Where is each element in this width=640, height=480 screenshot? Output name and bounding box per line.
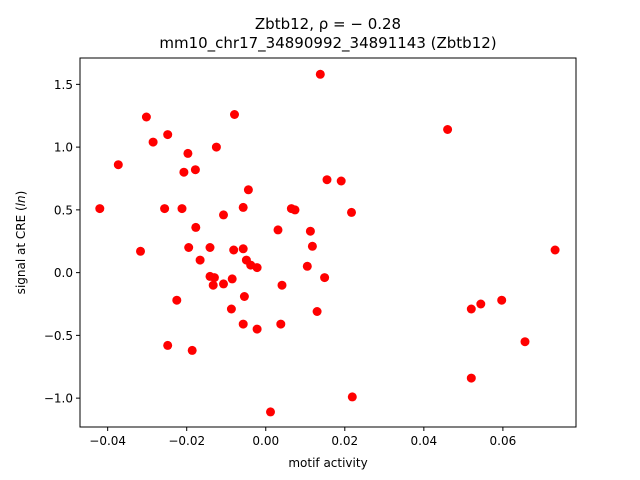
data-point-46 <box>239 292 249 301</box>
data-point-49 <box>466 304 476 314</box>
data-point-42 <box>208 280 218 290</box>
data-point-22 <box>219 210 228 220</box>
data-point-33 <box>195 255 205 265</box>
y-axis-label: signal at CRE (ln) <box>14 191 28 295</box>
data-point-7 <box>211 142 221 152</box>
data-point-31 <box>307 241 317 251</box>
x-axis-ticks: −0.04 −0.02 0.00 0.02 0.04 0.06 <box>89 427 516 448</box>
data-point-45 <box>172 295 182 305</box>
data-point-58 <box>466 373 476 383</box>
chart-title-line1: Zbtb12, ρ = − 0.28 <box>255 15 401 33</box>
data-point-41 <box>219 279 228 289</box>
data-point-44 <box>320 273 330 283</box>
data-point-20 <box>290 205 300 215</box>
data-points <box>95 69 560 417</box>
axes-frame <box>79 57 577 428</box>
y-tick-label: 0.5 <box>54 203 73 217</box>
data-point-13 <box>336 176 346 186</box>
data-point-14 <box>243 185 253 195</box>
data-point-27 <box>184 243 194 252</box>
x-tick-label: 0.00 <box>252 434 279 448</box>
data-point-29 <box>229 245 239 255</box>
y-axis-ticks: −1.0 −0.5 0.0 0.5 1.0 1.5 <box>44 78 80 406</box>
data-point-3 <box>230 110 239 119</box>
chart-title-line2: mm10_chr17_34890992_34891143 (Zbtb12) <box>159 34 496 53</box>
data-point-16 <box>160 204 170 214</box>
x-tick-label: 0.06 <box>490 434 517 448</box>
data-point-53 <box>276 319 286 329</box>
data-point-2 <box>443 125 453 134</box>
data-point-1 <box>315 69 325 79</box>
data-point-4 <box>141 112 151 122</box>
data-point-50 <box>476 299 486 309</box>
data-point-43 <box>277 280 287 290</box>
x-tick-label: 0.02 <box>331 434 358 448</box>
x-tick-label: −0.04 <box>89 434 126 448</box>
data-point-26 <box>136 246 145 256</box>
y-tick-label: 1.5 <box>54 78 73 92</box>
data-point-48 <box>312 307 322 316</box>
x-tick-label: −0.02 <box>168 434 205 448</box>
data-point-8 <box>183 148 193 158</box>
data-point-47 <box>226 304 236 314</box>
data-point-11 <box>179 167 189 177</box>
data-point-37 <box>302 261 312 271</box>
data-point-51 <box>497 295 507 305</box>
y-tick-label: −1.0 <box>44 392 73 406</box>
y-tick-label: −0.5 <box>44 329 73 343</box>
data-point-18 <box>238 202 248 212</box>
y-tick-label: 1.0 <box>54 141 73 155</box>
data-point-25 <box>305 226 315 236</box>
data-point-15 <box>95 204 105 214</box>
data-point-21 <box>347 207 356 217</box>
data-point-60 <box>266 407 275 417</box>
data-point-5 <box>163 130 173 140</box>
data-point-32 <box>550 245 560 255</box>
data-point-6 <box>148 137 158 147</box>
y-tick-label: 0.0 <box>54 266 73 280</box>
data-point-28 <box>205 243 215 252</box>
data-point-9 <box>113 160 123 170</box>
data-point-23 <box>191 222 201 232</box>
data-point-56 <box>187 345 197 355</box>
data-point-39 <box>209 273 219 283</box>
data-point-59 <box>347 392 357 402</box>
x-tick-label: 0.04 <box>410 434 437 448</box>
data-point-30 <box>238 244 248 254</box>
data-point-36 <box>252 263 262 273</box>
data-point-40 <box>227 274 237 284</box>
data-point-10 <box>190 165 200 175</box>
data-point-17 <box>177 204 187 214</box>
x-axis-label: motif activity <box>288 456 367 470</box>
data-point-24 <box>273 225 283 235</box>
data-point-57 <box>520 337 530 347</box>
data-point-12 <box>322 175 332 185</box>
data-point-54 <box>252 324 262 334</box>
data-point-52 <box>238 319 248 329</box>
data-point-55 <box>163 340 173 350</box>
